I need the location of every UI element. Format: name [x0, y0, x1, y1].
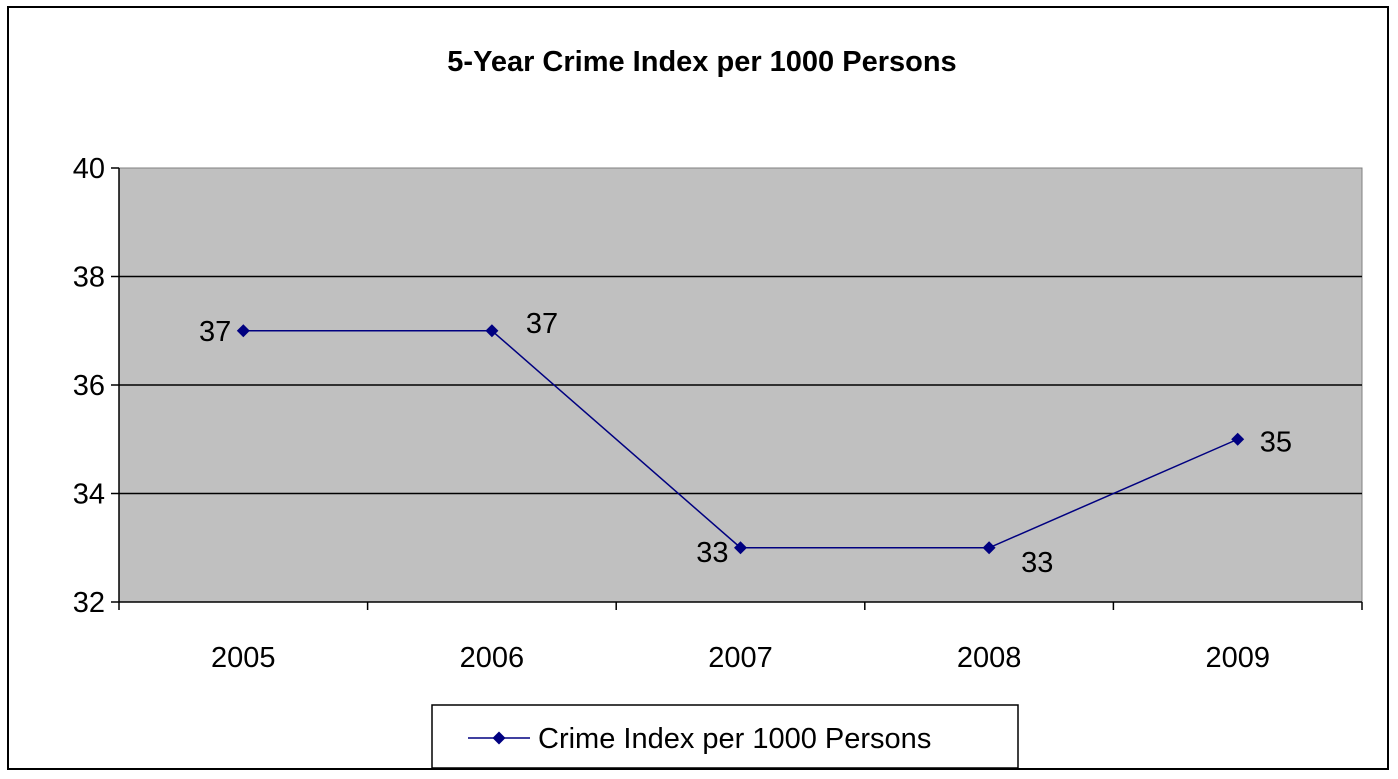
legend-box	[431, 704, 1019, 769]
x-axis: 2005 2006 2007 2008 2009	[118, 602, 1363, 674]
data-label: 33	[1021, 547, 1053, 579]
data-point-marker	[485, 324, 499, 338]
data-label: 33	[696, 537, 728, 569]
data-label: 37	[199, 316, 231, 348]
y-tick-label: 40	[73, 153, 105, 185]
data-point-marker	[982, 541, 996, 555]
data-point-marker	[236, 324, 250, 338]
y-tick-label: 36	[73, 370, 105, 402]
legend-marker-swatch	[492, 731, 506, 745]
y-tick-label: 38	[73, 262, 105, 294]
x-tick-label: 2008	[957, 642, 1022, 674]
data-label: 35	[1260, 426, 1292, 458]
x-tick-label: 2007	[708, 642, 773, 674]
x-tick-label: 2005	[211, 642, 276, 674]
data-point-marker	[734, 541, 747, 555]
data-label: 37	[526, 308, 558, 340]
series-crime-index: 37 37 33 33 35	[199, 308, 1292, 579]
data-point-marker	[1231, 432, 1245, 446]
legend: Crime Index per 1000 Persons	[431, 704, 1019, 769]
x-tick-label: 2006	[460, 642, 525, 674]
gridlines	[119, 275, 1362, 495]
chart-title: 5-Year Crime Index per 1000 Persons	[447, 46, 956, 78]
y-tick-label: 32	[73, 587, 105, 619]
x-tick-label: 2009	[1205, 642, 1270, 674]
legend-label: Crime Index per 1000 Persons	[538, 723, 931, 755]
y-tick-label: 34	[73, 479, 105, 511]
y-axis: 32 34 36 38 40	[73, 153, 119, 619]
